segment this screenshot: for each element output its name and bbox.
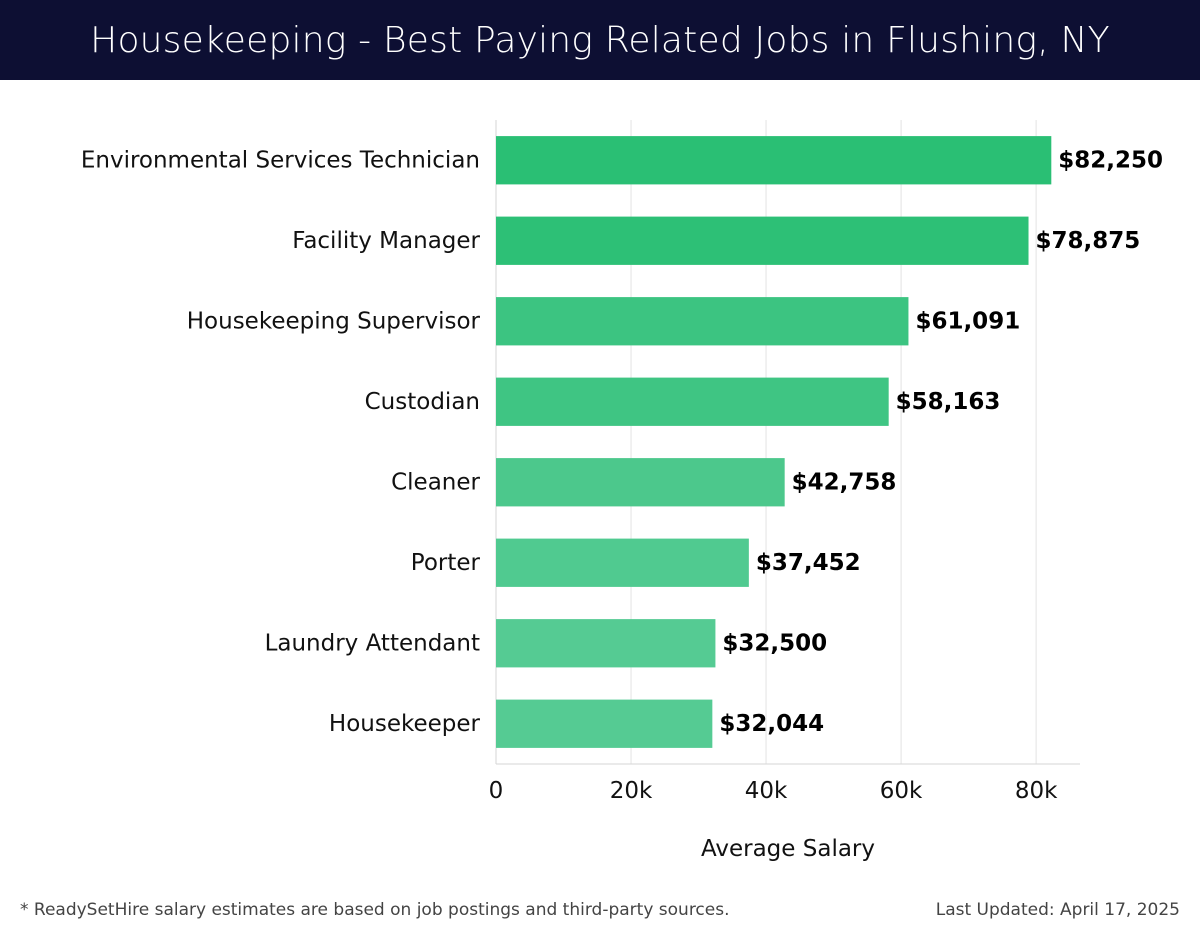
- last-updated: Last Updated: April 17, 2025: [935, 900, 1180, 920]
- x-tick-label: 40k: [745, 778, 788, 804]
- value-label: $32,500: [722, 630, 827, 656]
- value-label: $82,250: [1058, 147, 1163, 173]
- value-label: $37,452: [756, 550, 861, 576]
- value-label: $32,044: [719, 711, 824, 737]
- x-tick-label: 20k: [610, 778, 653, 804]
- x-tick-label: 0: [489, 778, 504, 804]
- page-title: Housekeeping - Best Paying Related Jobs …: [90, 19, 1110, 61]
- x-tick-label: 80k: [1015, 778, 1058, 804]
- bar-7: [496, 619, 716, 668]
- bar-8: [496, 699, 713, 748]
- value-label: $78,875: [1036, 228, 1141, 254]
- bar-5: [496, 458, 785, 507]
- bar-6: [496, 538, 749, 587]
- x-axis-title: Average Salary: [701, 836, 875, 862]
- bar-3: [496, 297, 909, 346]
- category-label: Environmental Services Technician: [81, 147, 480, 173]
- category-label: Housekeeper: [329, 711, 481, 737]
- category-label: Laundry Attendant: [265, 630, 480, 656]
- x-tick-label: 60k: [880, 778, 923, 804]
- bar-2: [496, 216, 1029, 265]
- category-label: Facility Manager: [292, 228, 480, 254]
- category-label: Housekeeping Supervisor: [187, 308, 481, 334]
- salary-bar-chart: Environmental Services Technician $82,250…: [81, 120, 1163, 862]
- value-label: $42,758: [792, 469, 897, 495]
- value-label: $58,163: [896, 389, 1001, 415]
- bar-1: [496, 136, 1052, 185]
- category-label: Cleaner: [391, 469, 480, 495]
- category-label: Custodian: [365, 389, 480, 415]
- footer-disclaimer: * ReadySetHire salary estimates are base…: [20, 900, 730, 920]
- category-label: Porter: [411, 550, 481, 576]
- bar-4: [496, 377, 889, 426]
- value-label: $61,091: [915, 308, 1020, 334]
- page-header: Housekeeping - Best Paying Related Jobs …: [0, 0, 1200, 80]
